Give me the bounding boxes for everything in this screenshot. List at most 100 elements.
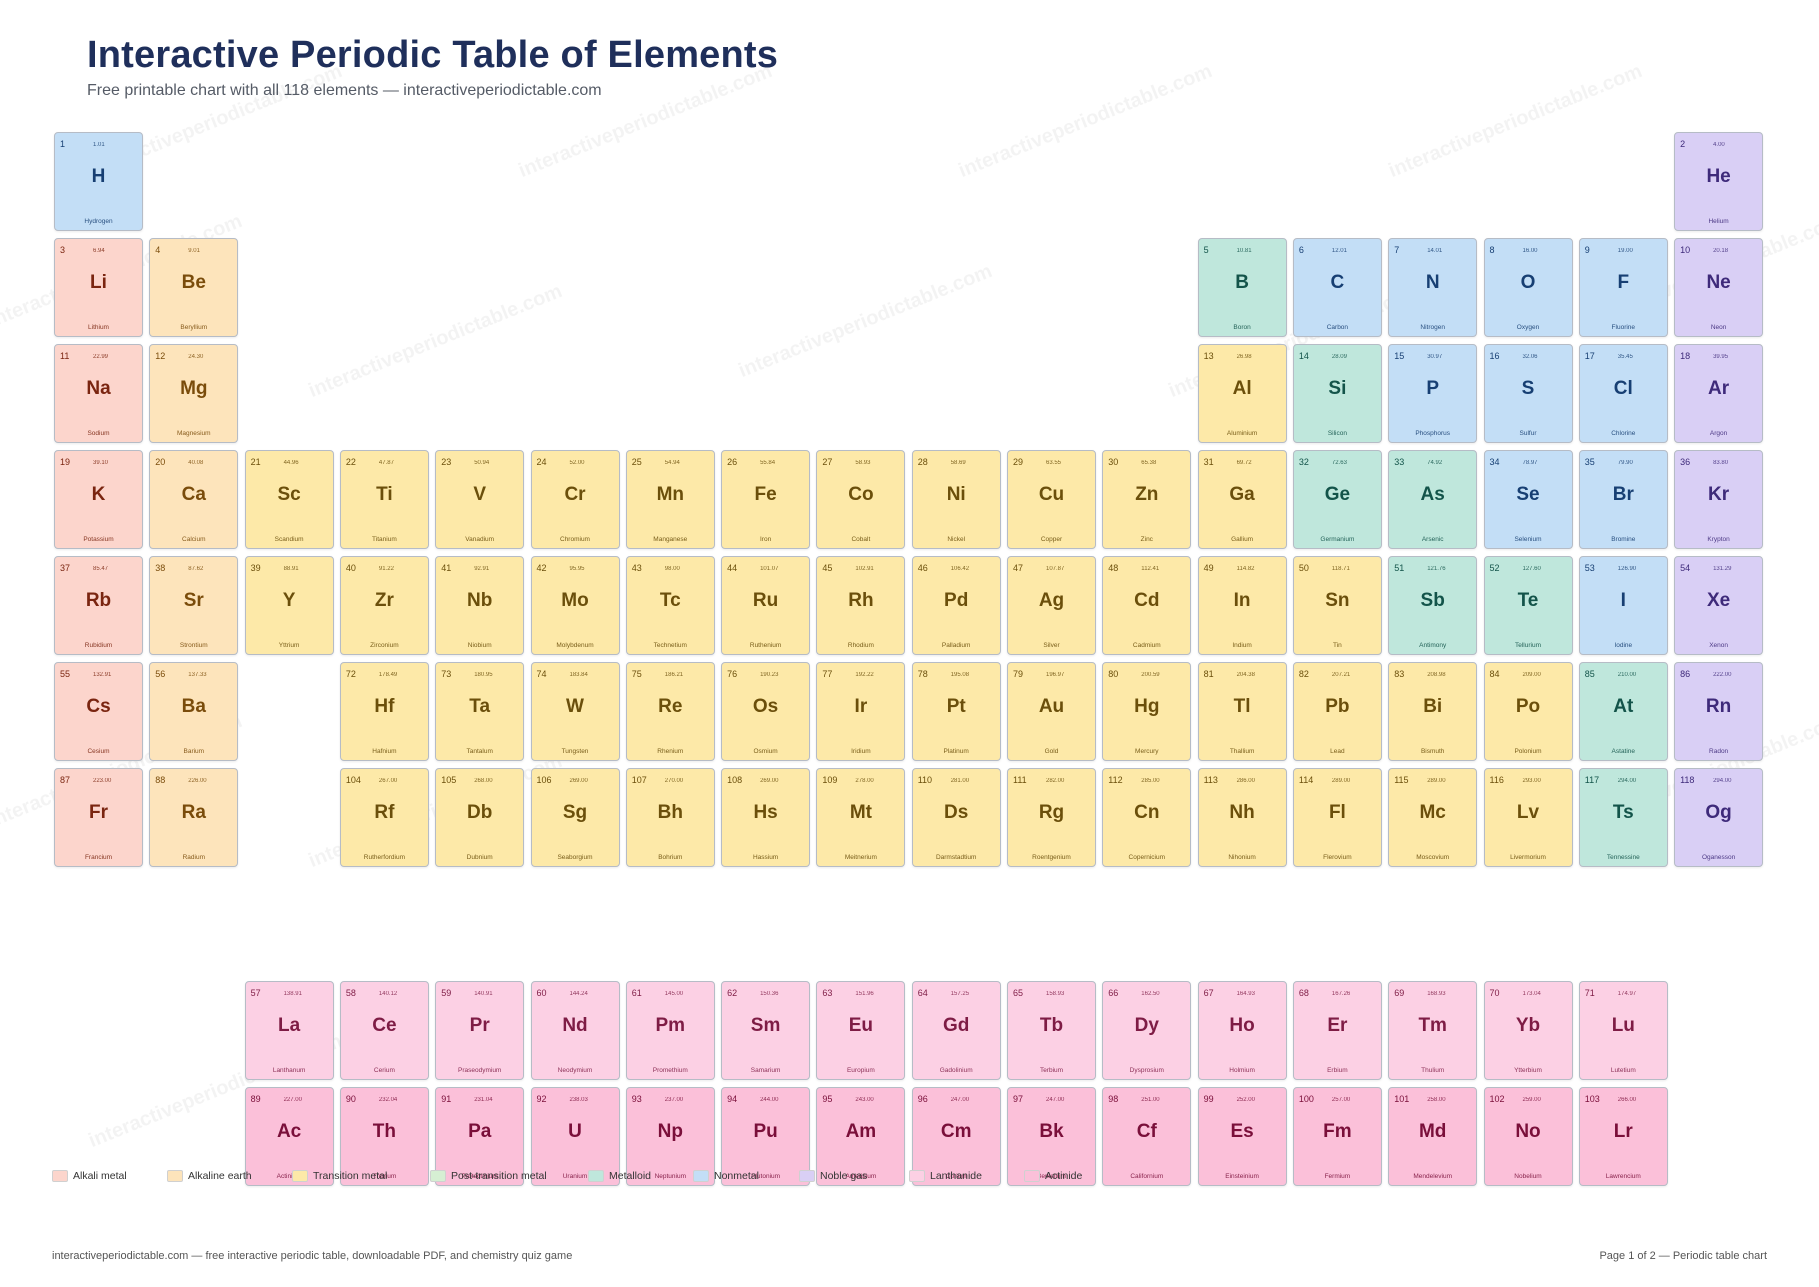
- element-cell-sn[interactable]: 50 118.71 Sn Tin: [1292, 556, 1382, 655]
- element-cell-zn[interactable]: 30 65.38 Zn Zinc: [1102, 450, 1192, 549]
- element-cell-rh[interactable]: 45 102.91 Rh Rhodium: [816, 556, 906, 655]
- element-cell-as[interactable]: 33 74.92 As Arsenic: [1388, 450, 1478, 549]
- element-cell-sg[interactable]: 106 269.00 Sg Seaborgium: [530, 768, 620, 867]
- element-cell-mc[interactable]: 115 289.00 Mc Moscovium: [1388, 768, 1478, 867]
- element-cell-sm[interactable]: 62 150.36 Sm Samarium: [721, 981, 811, 1080]
- element-cell-ra[interactable]: 88 226.00 Ra Radium: [149, 768, 239, 867]
- element-cell-cs[interactable]: 55 132.91 Cs Cesium: [54, 662, 143, 761]
- element-cell-cl[interactable]: 17 35.45 Cl Chlorine: [1578, 344, 1668, 443]
- element-cell-sc[interactable]: 21 44.96 Sc Scandium: [244, 450, 334, 549]
- element-cell-i[interactable]: 53 126.90 I Iodine: [1578, 556, 1668, 655]
- element-cell-y[interactable]: 39 88.91 Y Yttrium: [244, 556, 334, 655]
- element-cell-hf[interactable]: 72 178.49 Hf Hafnium: [339, 662, 429, 761]
- element-cell-sb[interactable]: 51 121.76 Sb Antimony: [1388, 556, 1478, 655]
- element-cell-pt[interactable]: 78 195.08 Pt Platinum: [911, 662, 1001, 761]
- element-cell-re[interactable]: 75 186.21 Re Rhenium: [625, 662, 715, 761]
- element-cell-h[interactable]: 1 1.01 H Hydrogen: [54, 132, 143, 231]
- element-cell-te[interactable]: 52 127.60 Te Tellurium: [1483, 556, 1573, 655]
- element-cell-sr[interactable]: 38 87.62 Sr Strontium: [149, 556, 239, 655]
- element-cell-ne[interactable]: 10 20.18 Ne Neon: [1674, 238, 1764, 337]
- element-cell-nh[interactable]: 113 286.00 Nh Nihonium: [1197, 768, 1287, 867]
- element-cell-b[interactable]: 5 10.81 B Boron: [1197, 238, 1287, 337]
- element-cell-rg[interactable]: 111 282.00 Rg Roentgenium: [1007, 768, 1096, 867]
- element-cell-rb[interactable]: 37 85.47 Rb Rubidium: [54, 556, 143, 655]
- element-cell-tm[interactable]: 69 168.93 Tm Thulium: [1388, 981, 1478, 1080]
- element-cell-kr[interactable]: 36 83.80 Kr Krypton: [1674, 450, 1764, 549]
- element-cell-bk[interactable]: 97 247.00 Bk Berkelium: [1007, 1087, 1096, 1186]
- element-cell-c[interactable]: 6 12.01 C Carbon: [1292, 238, 1382, 337]
- element-cell-ba[interactable]: 56 137.33 Ba Barium: [149, 662, 239, 761]
- element-cell-w[interactable]: 74 183.84 W Tungsten: [530, 662, 620, 761]
- element-cell-fr[interactable]: 87 223.00 Fr Francium: [54, 768, 143, 867]
- element-cell-ar[interactable]: 18 39.95 Ar Argon: [1674, 344, 1764, 443]
- element-cell-fm[interactable]: 100 257.00 Fm Fermium: [1292, 1087, 1382, 1186]
- element-cell-fl[interactable]: 114 289.00 Fl Flerovium: [1292, 768, 1382, 867]
- element-cell-lu[interactable]: 71 174.97 Lu Lutetium: [1578, 981, 1668, 1080]
- element-cell-po[interactable]: 84 209.00 Po Polonium: [1483, 662, 1573, 761]
- element-cell-si[interactable]: 14 28.09 Si Silicon: [1292, 344, 1382, 443]
- element-cell-mg[interactable]: 12 24.30 Mg Magnesium: [149, 344, 239, 443]
- element-cell-k[interactable]: 19 39.10 K Potassium: [54, 450, 143, 549]
- element-cell-ce[interactable]: 58 140.12 Ce Cerium: [339, 981, 429, 1080]
- element-cell-pb[interactable]: 82 207.21 Pb Lead: [1292, 662, 1382, 761]
- element-cell-xe[interactable]: 54 131.29 Xe Xenon: [1674, 556, 1764, 655]
- element-cell-na[interactable]: 11 22.99 Na Sodium: [54, 344, 143, 443]
- element-cell-ag[interactable]: 47 107.87 Ag Silver: [1007, 556, 1096, 655]
- element-cell-li[interactable]: 3 6.94 Li Lithium: [54, 238, 143, 337]
- element-cell-pr[interactable]: 59 140.91 Pr Praseodymium: [435, 981, 525, 1080]
- element-cell-hs[interactable]: 108 269.00 Hs Hassium: [721, 768, 811, 867]
- element-cell-nb[interactable]: 41 92.91 Nb Niobium: [435, 556, 525, 655]
- element-cell-se[interactable]: 34 78.97 Se Selenium: [1483, 450, 1573, 549]
- element-cell-ds[interactable]: 110 281.00 Ds Darmstadtium: [911, 768, 1001, 867]
- element-cell-mt[interactable]: 109 278.00 Mt Meitnerium: [816, 768, 906, 867]
- element-cell-be[interactable]: 4 9.01 Be Beryllium: [149, 238, 239, 337]
- element-cell-co[interactable]: 27 58.93 Co Cobalt: [816, 450, 906, 549]
- element-cell-es[interactable]: 99 252.00 Es Einsteinium: [1197, 1087, 1287, 1186]
- element-cell-al[interactable]: 13 26.98 Al Aluminium: [1197, 344, 1287, 443]
- element-cell-p[interactable]: 15 30.97 P Phosphorus: [1388, 344, 1478, 443]
- element-cell-no[interactable]: 102 259.00 No Nobelium: [1483, 1087, 1573, 1186]
- element-cell-ti[interactable]: 22 47.87 Ti Titanium: [339, 450, 429, 549]
- element-cell-he[interactable]: 2 4.00 He Helium: [1674, 132, 1764, 231]
- element-cell-pa[interactable]: 91 231.04 Pa Protactinium: [435, 1087, 525, 1186]
- element-cell-ca[interactable]: 20 40.08 Ca Calcium: [149, 450, 239, 549]
- element-cell-in[interactable]: 49 114.82 In Indium: [1197, 556, 1287, 655]
- element-cell-f[interactable]: 9 19.00 F Fluorine: [1578, 238, 1668, 337]
- element-cell-ho[interactable]: 67 164.93 Ho Holmium: [1197, 981, 1287, 1080]
- element-cell-la[interactable]: 57 138.91 La Lanthanum: [244, 981, 334, 1080]
- element-cell-dy[interactable]: 66 162.50 Dy Dysprosium: [1102, 981, 1192, 1080]
- element-cell-ge[interactable]: 32 72.63 Ge Germanium: [1292, 450, 1382, 549]
- element-cell-n[interactable]: 7 14.01 N Nitrogen: [1388, 238, 1478, 337]
- element-cell-ir[interactable]: 77 192.22 Ir Iridium: [816, 662, 906, 761]
- element-cell-cu[interactable]: 29 63.55 Cu Copper: [1007, 450, 1096, 549]
- element-cell-os[interactable]: 76 190.23 Os Osmium: [721, 662, 811, 761]
- element-cell-u[interactable]: 92 238.03 U Uranium: [530, 1087, 620, 1186]
- element-cell-pm[interactable]: 61 145.00 Pm Promethium: [625, 981, 715, 1080]
- element-cell-eu[interactable]: 63 151.96 Eu Europium: [816, 981, 906, 1080]
- element-cell-ga[interactable]: 31 69.72 Ga Gallium: [1197, 450, 1287, 549]
- element-cell-zr[interactable]: 40 91.22 Zr Zirconium: [339, 556, 429, 655]
- element-cell-bi[interactable]: 83 208.98 Bi Bismuth: [1388, 662, 1478, 761]
- element-cell-og[interactable]: 118 294.00 Og Oganesson: [1674, 768, 1764, 867]
- element-cell-db[interactable]: 105 268.00 Db Dubnium: [435, 768, 525, 867]
- element-cell-tb[interactable]: 65 158.93 Tb Terbium: [1007, 981, 1096, 1080]
- element-cell-ts[interactable]: 117 294.00 Ts Tennessine: [1578, 768, 1668, 867]
- element-cell-o[interactable]: 8 16.00 O Oxygen: [1483, 238, 1573, 337]
- element-cell-ac[interactable]: 89 227.00 Ac Actinium: [244, 1087, 334, 1186]
- element-cell-tc[interactable]: 43 98.00 Tc Technetium: [625, 556, 715, 655]
- element-cell-bh[interactable]: 107 270.00 Bh Bohrium: [625, 768, 715, 867]
- element-cell-ta[interactable]: 73 180.95 Ta Tantalum: [435, 662, 525, 761]
- element-cell-fe[interactable]: 26 55.84 Fe Iron: [721, 450, 811, 549]
- element-cell-nd[interactable]: 60 144.24 Nd Neodymium: [530, 981, 620, 1080]
- element-cell-pu[interactable]: 94 244.00 Pu Plutonium: [721, 1087, 811, 1186]
- element-cell-at[interactable]: 85 210.00 At Astatine: [1578, 662, 1668, 761]
- element-cell-pd[interactable]: 46 106.42 Pd Palladium: [911, 556, 1001, 655]
- element-cell-cm[interactable]: 96 247.00 Cm Curium: [911, 1087, 1001, 1186]
- element-cell-rn[interactable]: 86 222.00 Rn Radon: [1674, 662, 1764, 761]
- element-cell-cr[interactable]: 24 52.00 Cr Chromium: [530, 450, 620, 549]
- element-cell-th[interactable]: 90 232.04 Th Thorium: [339, 1087, 429, 1186]
- element-cell-br[interactable]: 35 79.90 Br Bromine: [1578, 450, 1668, 549]
- element-cell-ru[interactable]: 44 101.07 Ru Ruthenium: [721, 556, 811, 655]
- element-cell-cd[interactable]: 48 112.41 Cd Cadmium: [1102, 556, 1192, 655]
- element-cell-ni[interactable]: 28 58.69 Ni Nickel: [911, 450, 1001, 549]
